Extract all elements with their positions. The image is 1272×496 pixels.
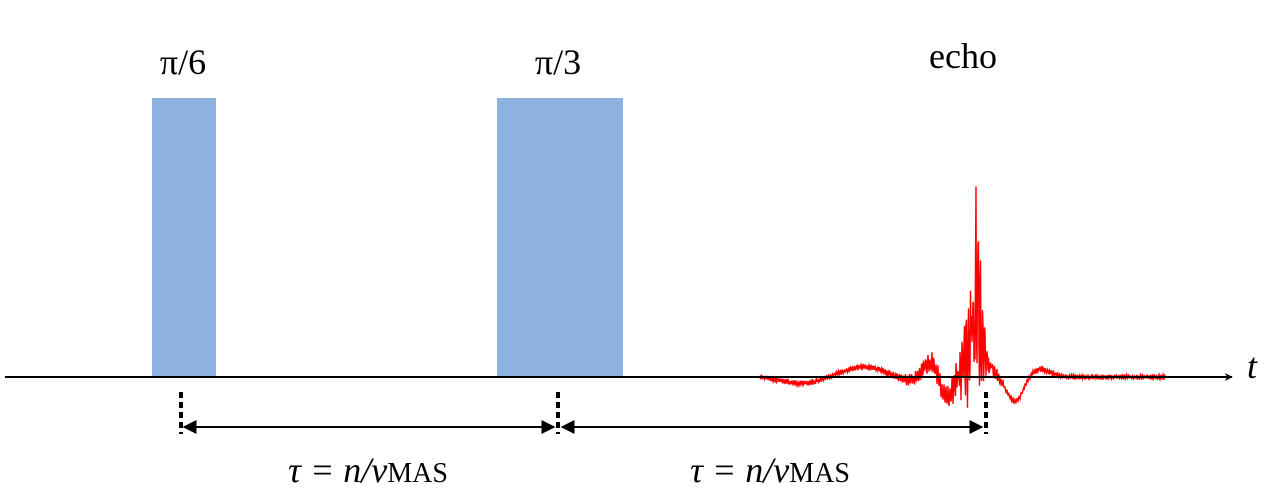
delay-subscript: MAS <box>789 458 850 489</box>
pulse-label: π/6 <box>160 42 206 82</box>
delay-label: τ = n/νMAS <box>288 450 448 490</box>
pulse-1 <box>152 98 216 378</box>
delay-text: τ = n/ν <box>288 450 387 490</box>
echo-label: echo <box>929 36 997 76</box>
pulse-label: π/3 <box>535 42 581 82</box>
markers <box>179 392 988 434</box>
delay-label: τ = n/νMAS <box>690 450 850 490</box>
delay-text: τ = n/ν <box>690 450 789 490</box>
delay-subscript: MAS <box>387 458 448 489</box>
pulse-2 <box>497 98 623 378</box>
axis-label: t <box>1247 346 1258 386</box>
echo-signal <box>700 186 1166 408</box>
